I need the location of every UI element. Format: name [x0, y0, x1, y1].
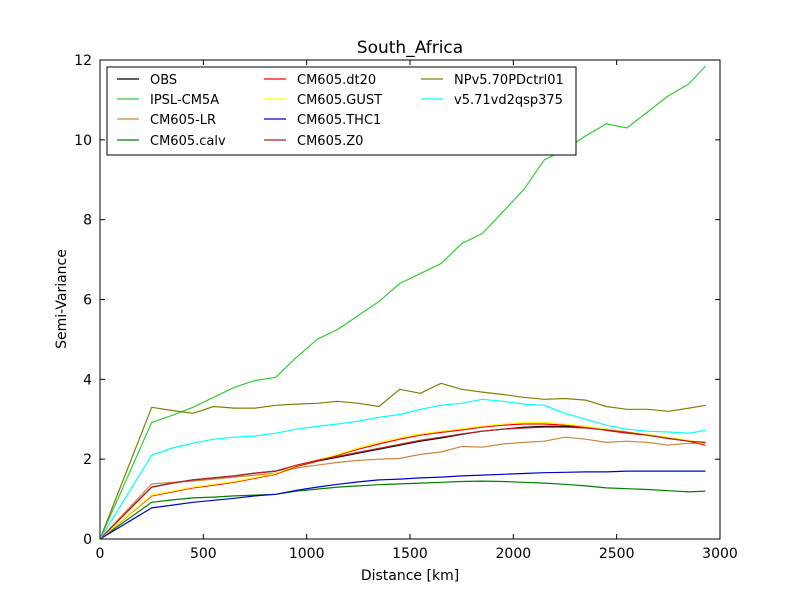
legend: OBS IPSL-CM5A CM605-LR CM605.calv CM605.dt20…	[106, 66, 577, 156]
series-line-1	[99, 65, 706, 540]
x-tick-label: 2000	[496, 546, 532, 562]
series-line-9	[99, 398, 706, 540]
legend-label-6: CM605.THC1	[297, 113, 381, 128]
legend-label-5: CM605.GUST	[297, 93, 382, 108]
y-tick-label: 2	[83, 452, 92, 468]
series-line-7	[99, 426, 706, 540]
x-tick-label: 1000	[289, 546, 325, 562]
x-tick-label: 2500	[599, 546, 635, 562]
legend-box	[106, 66, 577, 156]
ticks-group: 0 500 1000 1500 2000 2500 3000 0 2 4 6 8 10 12	[74, 53, 738, 562]
legend-label-8: NPv5.70PDctrl01	[454, 73, 564, 88]
y-tick-label: 12	[74, 53, 92, 69]
legend-label-2: CM605-LR	[150, 113, 216, 128]
legend-label-9: v5.71vd2qsp375	[454, 93, 563, 108]
x-tick-label: 1500	[392, 546, 428, 562]
legend-label-4: CM605.dt20	[297, 73, 376, 88]
x-tick-label: 0	[96, 546, 105, 562]
series-group	[99, 65, 706, 540]
y-tick-label: 6	[83, 293, 92, 309]
y-tick-label: 8	[83, 213, 92, 229]
x-tick-label: 500	[190, 546, 217, 562]
series-line-3	[99, 480, 706, 540]
series-line-2	[99, 436, 706, 540]
x-tick-label: 3000	[702, 546, 738, 562]
y-tick-label: 0	[83, 532, 92, 548]
series-line-6	[99, 470, 706, 540]
legend-label-0: OBS	[150, 73, 177, 88]
series-line-8	[99, 382, 706, 540]
x-axis-label: Distance [km]	[361, 568, 459, 584]
y-tick-label: 4	[83, 372, 92, 388]
series-line-5	[99, 421, 706, 540]
legend-label-1: IPSL-CM5A	[150, 93, 219, 108]
y-tick-label: 10	[74, 133, 92, 149]
legend-label-3: CM605.calv	[150, 134, 226, 149]
y-axis-label: Semi-Variance	[54, 249, 70, 349]
legend-label-7: CM605.Z0	[297, 134, 363, 149]
chart-title: South_Africa	[357, 38, 463, 58]
